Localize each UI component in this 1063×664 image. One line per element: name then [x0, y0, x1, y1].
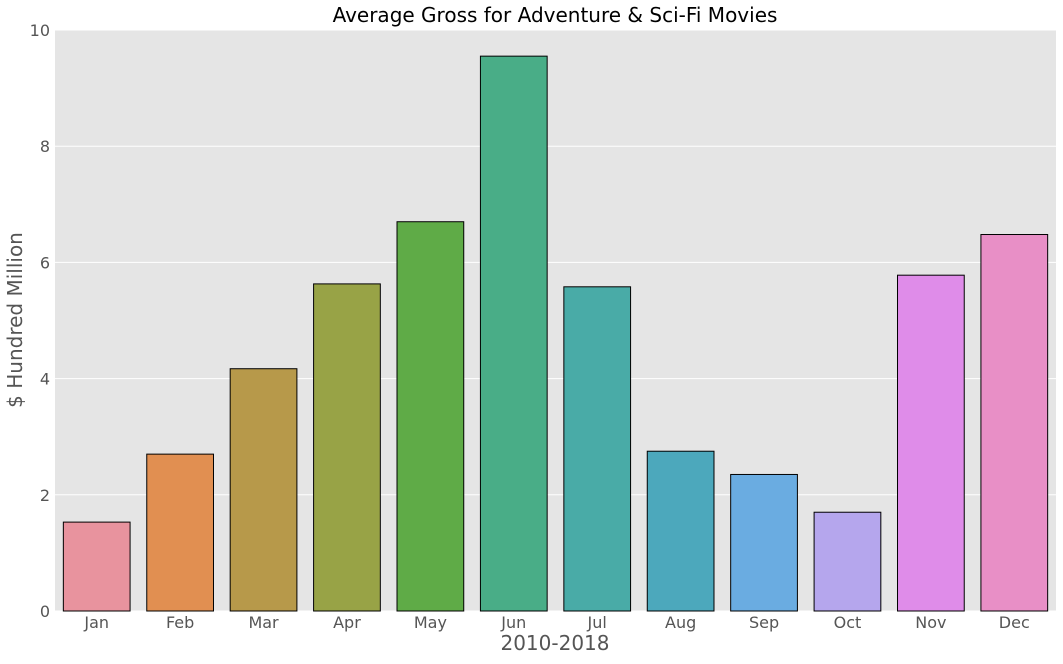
x-tick-label: Jul — [587, 613, 607, 632]
x-tick-label: Dec — [999, 613, 1030, 632]
x-tick-label: May — [414, 613, 447, 632]
y-tick-label: 2 — [40, 486, 50, 505]
gridlines — [55, 29, 1056, 612]
bar-nov — [897, 274, 965, 612]
bar-jan — [62, 521, 131, 612]
bar-feb — [146, 453, 214, 612]
bar-aug — [646, 450, 715, 612]
x-tick-label: Jun — [500, 613, 526, 632]
plot-background — [55, 30, 1056, 611]
y-tick-label: 10 — [30, 21, 50, 40]
y-tick-label: 0 — [40, 602, 50, 621]
x-tick-label: Jan — [83, 613, 109, 632]
bar-mar — [229, 368, 298, 612]
x-tick-label: Apr — [333, 613, 361, 632]
x-tick-label: Feb — [166, 613, 194, 632]
x-tick-label: Oct — [834, 613, 862, 632]
x-tick-label: Aug — [665, 613, 696, 632]
x-axis-label: 2010-2018 — [500, 631, 609, 655]
x-tick-label: Sep — [749, 613, 779, 632]
y-tick-label: 6 — [40, 253, 50, 272]
bar-jul — [563, 286, 632, 612]
x-tick-labels: Jan Feb Mar Apr May Jun Jul Aug Sep Oct Nov Dec — [83, 613, 1029, 632]
bars — [62, 55, 1049, 612]
y-tick-labels: 0 2 4 6 8 10 — [30, 21, 50, 621]
x-tick-label: Mar — [248, 613, 279, 632]
x-tick-label: Nov — [915, 613, 946, 632]
bar-apr — [313, 283, 381, 612]
y-tick-label: 4 — [40, 370, 50, 389]
y-tick-label: 8 — [40, 137, 50, 156]
y-axis-label: $ Hundred Million — [3, 232, 27, 408]
bar-dec — [980, 234, 1049, 612]
bar-oct — [813, 511, 882, 612]
bar-may — [396, 221, 465, 612]
bar-jun — [479, 55, 548, 612]
bar-sep — [730, 473, 798, 612]
chart-title: Average Gross for Adventure & Sci-Fi Mov… — [333, 3, 778, 27]
